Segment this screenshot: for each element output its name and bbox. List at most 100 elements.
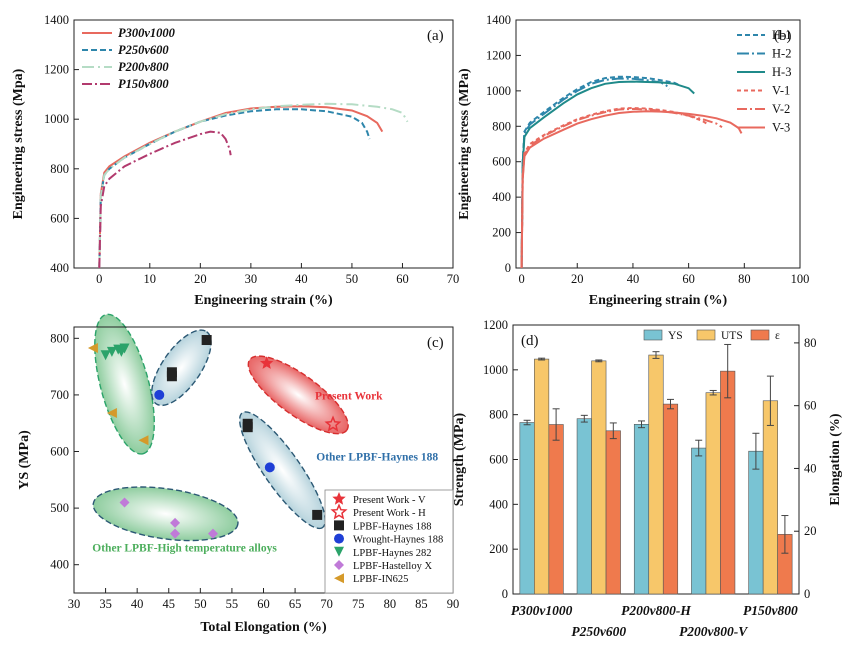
point-LPBF-IN625 (87, 342, 98, 353)
legend-marker (334, 573, 344, 584)
x-tick-label: 75 (352, 597, 365, 611)
legend-label: H-3 (772, 65, 791, 79)
bar-UTS (762, 400, 778, 595)
legend-marker (334, 546, 344, 557)
curve-H-2 (520, 77, 670, 269)
y-tick-label: 1200 (486, 48, 511, 62)
x-tick-label: 50 (346, 272, 359, 286)
bar-UTS (648, 354, 664, 595)
y-tick-label: 800 (50, 331, 69, 345)
x-tick-label: 45 (163, 597, 176, 611)
y-tick-label: 1000 (486, 84, 511, 98)
curve-V-2 (520, 107, 723, 269)
y-tick-label: 600 (50, 211, 69, 225)
x-tick-label: 30 (68, 597, 81, 611)
x-tick-label: 60 (396, 272, 409, 286)
curve-P150v800 (98, 130, 232, 269)
x-tick-label: 35 (99, 597, 112, 611)
bar-ε (605, 430, 621, 595)
y-tick-label: 200 (489, 542, 508, 556)
x-tick-label: 20 (571, 272, 584, 286)
point-LPBF-Haynes 188 (312, 509, 323, 520)
x-tick-label: 100 (791, 272, 810, 286)
y-tick-label: 1200 (44, 63, 69, 77)
y-tick-label: 400 (50, 558, 69, 572)
bar-YS (633, 424, 650, 595)
point-LPBF-Haynes 188 (201, 335, 212, 346)
annotation-other-haynes188: Other LPBF-Haynes 188 (316, 452, 438, 464)
y2-tick-label: 80 (804, 336, 817, 350)
legend-label: LPBF-Haynes 282 (353, 548, 431, 559)
bar-UTS (705, 392, 721, 595)
point-LPBF-Hastelloy X (170, 528, 181, 539)
point-LPBF-Haynes 188 (166, 371, 177, 382)
legend-marker (332, 492, 346, 505)
x-tick-label: 55 (226, 597, 239, 611)
x-tick-label: 85 (415, 597, 428, 611)
category-label: P300v1000 (511, 603, 573, 618)
y-tick-label: 700 (50, 388, 69, 402)
bar-YS (748, 450, 764, 595)
x-tick-label: 60 (257, 597, 270, 611)
legend-marker (334, 560, 344, 570)
y-axis-label: Engineering stress (Mpa) (11, 68, 26, 219)
panel-c: 30 35 40 45 50 55 60 65 70 75 80 85 90 400 500 600 700 80… (17, 313, 459, 635)
x-tick-label: 40 (627, 272, 640, 286)
legend-label: Wrought-Haynes 188 (353, 535, 443, 546)
legend-label: YS (668, 330, 683, 342)
point-LPBF-Haynes 282 (106, 346, 117, 357)
point-Present Work - H (324, 415, 342, 432)
point-LPBF-Hastelloy X (207, 528, 218, 539)
category-label: P200v800-V (679, 624, 748, 639)
legend-label: ε (775, 330, 780, 342)
curve-V-1 (520, 106, 709, 269)
x-tick-label: 60 (682, 272, 695, 286)
x-tick-label: 0 (96, 272, 102, 286)
y-tick-label: 600 (50, 445, 69, 459)
category-label: P200v800-H (621, 603, 691, 618)
curve-H-3 (520, 80, 695, 269)
curve-H-1 (520, 75, 681, 269)
annotation-high-temp: Other LPBF-High temperature alloys (92, 543, 277, 555)
y-tick-label: 1400 (486, 13, 511, 27)
cluster-present-work (247, 355, 349, 435)
point-Wrought-Haynes 188 (264, 462, 275, 473)
y-tick-label: 400 (492, 190, 511, 204)
x-tick-label: 50 (194, 597, 207, 611)
legend-label: H-2 (772, 47, 791, 61)
y-tick-label: 400 (50, 261, 69, 275)
x-tick-label: 0 (518, 272, 524, 286)
legend-label: P200v800 (118, 60, 169, 74)
x-tick-label: 20 (194, 272, 207, 286)
legend-label: LPBF-Hastelloy X (353, 561, 432, 572)
y-tick-label: 1000 (483, 363, 508, 377)
panel-d: 0 200 400 600 800 1000 1200 0 20 40 60 80 Strength (… (452, 318, 843, 639)
bar-ε (548, 424, 564, 595)
y-axis-label: Strength (MPa) (452, 412, 467, 506)
y-tick-label: 0 (502, 587, 508, 601)
point-LPBF-IN625 (138, 435, 149, 446)
y-tick-label: 400 (489, 497, 508, 511)
legend-swatch (643, 329, 663, 341)
cluster-high-temp (92, 486, 239, 542)
legend-label: LPBF-Haynes 188 (353, 521, 431, 532)
panel-a: 0 10 20 30 40 50 60 70 400 600 800 1000 1200 1400 Engi… (11, 13, 459, 308)
panel-label: (b) (774, 28, 792, 44)
y-tick-label: 600 (489, 453, 508, 467)
curve-V-3 (520, 110, 743, 269)
curve-P300v1000 (98, 105, 384, 269)
legend-label: Present Work - V (353, 495, 426, 506)
x-tick-label: 70 (320, 597, 333, 611)
legend-marker (334, 533, 344, 544)
legend-marker (334, 520, 344, 531)
y2-axis-label: Elongation (%) (828, 413, 843, 506)
y2-tick-label: 0 (804, 587, 810, 601)
x-tick-label: 80 (738, 272, 751, 286)
category-label: P150v800 (743, 603, 798, 618)
point-LPBF-Hastelloy X (119, 497, 130, 508)
y-axis-label: Engineering stress (MPa) (457, 68, 472, 220)
y2-tick-label: 60 (804, 399, 817, 413)
x-axis-label: Engineering strain (%) (194, 293, 333, 308)
bar-UTS (591, 360, 607, 595)
